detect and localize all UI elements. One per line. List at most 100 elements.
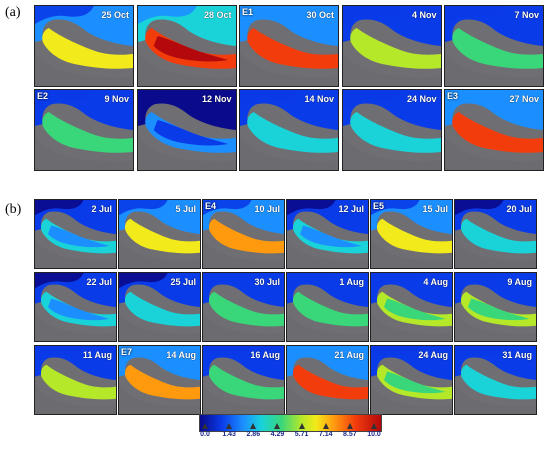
plume-core: [153, 36, 228, 62]
water-area: [203, 273, 284, 307]
date-label: 14 Aug: [166, 350, 196, 360]
tile-heatmap: [137, 90, 236, 170]
colorbar-tick-marker: [371, 423, 377, 429]
land-area: [203, 239, 284, 268]
date-label: 9 Nov: [104, 94, 129, 104]
date-label: 30 Jul: [254, 277, 280, 287]
date-label: 4 Aug: [423, 277, 448, 287]
tile-heatmap: [119, 346, 200, 414]
colorbar-tick-label: 1.43: [222, 431, 236, 438]
date-label: 27 Nov: [509, 94, 539, 104]
plume-core: [131, 298, 194, 321]
water-area: [287, 346, 368, 380]
plume-core: [47, 371, 110, 394]
plume-core: [299, 225, 362, 248]
plume-core: [467, 225, 530, 248]
tile-heatmap: [287, 200, 368, 268]
land-area: [119, 385, 200, 414]
land-area: [342, 136, 441, 170]
image-tile: E5 15 Jul: [370, 199, 453, 269]
plume-core: [131, 225, 194, 248]
land-area: [445, 136, 543, 170]
water-area: [119, 346, 200, 380]
land-area: [35, 136, 133, 170]
image-tile: 2 Jul: [34, 199, 117, 269]
image-tile: 20 Jul: [454, 199, 537, 269]
image-tile: 7 Nov: [444, 5, 544, 87]
date-label: 5 Jul: [175, 204, 196, 214]
water-area: [203, 346, 284, 380]
land-area: [287, 385, 368, 414]
date-label: 2 Jul: [91, 204, 112, 214]
plume-core: [255, 36, 331, 62]
plume-core: [460, 36, 536, 62]
tile-heatmap: [445, 90, 543, 170]
colorbar-tick-marker: [346, 423, 353, 429]
water-area: [35, 90, 133, 130]
land-area: [119, 312, 200, 341]
plume-core: [358, 120, 433, 146]
image-tile: E3 27 Nov: [444, 89, 544, 171]
water-area: [35, 273, 116, 307]
plume-core: [460, 120, 536, 146]
tile-heatmap: [203, 346, 284, 414]
plume-core: [215, 371, 278, 394]
tile-heatmap: [342, 90, 441, 170]
image-tile: 25 Jul: [118, 272, 201, 342]
image-tile: 12 Nov: [136, 89, 237, 171]
land-area: [287, 312, 368, 341]
plume-core: [299, 298, 362, 321]
colorbar-tick-label: 8.57: [343, 431, 357, 438]
plume-core: [50, 120, 126, 146]
date-label: 15 Jul: [422, 204, 448, 214]
land-area: [240, 52, 338, 86]
event-label: E1: [242, 7, 254, 17]
tile-heatmap: [203, 200, 284, 268]
water-area: [455, 200, 536, 234]
water-area: [203, 200, 284, 234]
date-label: 10 Jul: [254, 204, 280, 214]
tile-heatmap: [287, 346, 368, 414]
land-area: [455, 385, 536, 414]
land-area: [137, 136, 236, 170]
image-tile: 16 Aug: [202, 345, 285, 415]
date-label: 14 Nov: [304, 94, 334, 104]
water-area: [240, 6, 338, 46]
date-label: 9 Aug: [507, 277, 532, 287]
colorbar-tick-marker: [322, 423, 329, 429]
water-area: [35, 200, 116, 234]
event-label: E5: [373, 201, 385, 211]
image-tile: 4 Aug: [370, 272, 453, 342]
land-area: [342, 52, 441, 86]
tile-heatmap: [35, 6, 133, 86]
event-label: E4: [205, 201, 217, 211]
image-tile: 14 Nov: [239, 89, 339, 171]
date-label: 24 Aug: [418, 350, 448, 360]
land-area: [203, 385, 284, 414]
water-area: [287, 273, 368, 307]
land-area: [35, 312, 116, 341]
image-tile: E2 9 Nov: [34, 89, 134, 171]
event-label: E2: [37, 91, 49, 101]
tile-heatmap: [240, 90, 338, 170]
colorbar-tick-label: 7.14: [318, 431, 333, 438]
date-label: 20 Jul: [506, 204, 532, 214]
water-area: [342, 90, 441, 130]
date-label: 25 Jul: [170, 277, 196, 287]
land-area: [35, 52, 133, 86]
tile-heatmap: [137, 6, 236, 86]
colorbar-tick-marker: [226, 423, 233, 429]
land-area: [203, 312, 284, 341]
water-area: [371, 273, 452, 307]
image-tile: 12 Jul: [286, 199, 369, 269]
plume-core: [47, 298, 110, 321]
date-label: 11 Aug: [82, 350, 112, 360]
land-area: [240, 136, 338, 170]
tile-heatmap: [119, 200, 200, 268]
date-label: 12 Jul: [338, 204, 364, 214]
date-label: 30 Oct: [306, 10, 334, 20]
date-label: 28 Oct: [203, 10, 232, 20]
tile-heatmap: [342, 6, 441, 86]
colorbar-tick-label: 0.0: [200, 431, 210, 438]
date-label: 12 Nov: [201, 94, 232, 104]
